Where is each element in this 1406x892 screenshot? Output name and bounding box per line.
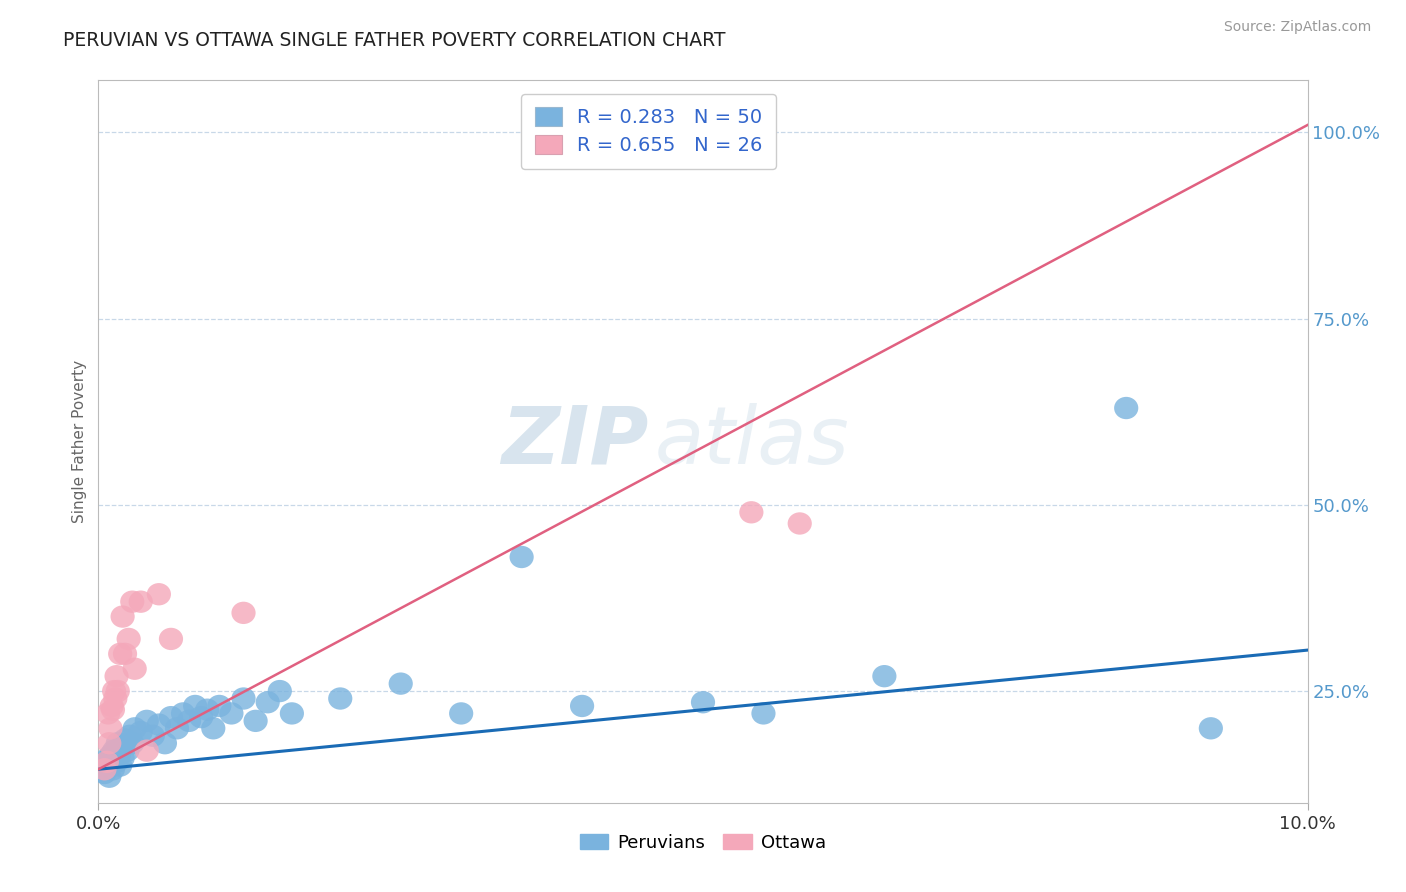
Ellipse shape — [141, 724, 165, 747]
Ellipse shape — [509, 546, 534, 568]
Ellipse shape — [135, 739, 159, 762]
Ellipse shape — [101, 698, 125, 721]
Text: atlas: atlas — [655, 402, 849, 481]
Ellipse shape — [94, 751, 120, 773]
Ellipse shape — [183, 695, 207, 717]
Ellipse shape — [449, 702, 474, 724]
Ellipse shape — [190, 706, 214, 728]
Ellipse shape — [103, 739, 127, 762]
Ellipse shape — [93, 758, 117, 780]
Ellipse shape — [267, 680, 292, 702]
Ellipse shape — [280, 702, 304, 724]
Ellipse shape — [666, 144, 690, 166]
Ellipse shape — [146, 583, 172, 606]
Ellipse shape — [117, 628, 141, 650]
Ellipse shape — [690, 691, 716, 714]
Ellipse shape — [112, 728, 138, 751]
Ellipse shape — [207, 695, 232, 717]
Ellipse shape — [96, 702, 120, 724]
Ellipse shape — [219, 702, 243, 724]
Ellipse shape — [388, 673, 413, 695]
Ellipse shape — [108, 755, 132, 777]
Ellipse shape — [103, 747, 128, 769]
Ellipse shape — [98, 755, 122, 777]
Ellipse shape — [201, 717, 225, 739]
Ellipse shape — [1114, 397, 1139, 419]
Ellipse shape — [103, 688, 128, 710]
Ellipse shape — [120, 591, 145, 613]
Ellipse shape — [243, 710, 267, 732]
Ellipse shape — [97, 765, 121, 788]
Ellipse shape — [115, 739, 139, 762]
Ellipse shape — [120, 732, 145, 755]
Ellipse shape — [111, 606, 135, 628]
Ellipse shape — [97, 732, 121, 755]
Ellipse shape — [751, 702, 776, 724]
Ellipse shape — [195, 698, 219, 721]
Ellipse shape — [118, 724, 142, 747]
Ellipse shape — [569, 695, 595, 717]
Text: ZIP: ZIP — [501, 402, 648, 481]
Ellipse shape — [100, 743, 124, 765]
Ellipse shape — [105, 680, 129, 702]
Ellipse shape — [98, 717, 122, 739]
Ellipse shape — [1199, 717, 1223, 739]
Ellipse shape — [787, 512, 811, 534]
Ellipse shape — [232, 602, 256, 624]
Ellipse shape — [103, 680, 127, 702]
Ellipse shape — [122, 657, 146, 680]
Y-axis label: Single Father Poverty: Single Father Poverty — [72, 360, 87, 523]
Ellipse shape — [110, 736, 134, 758]
Ellipse shape — [108, 642, 132, 665]
Ellipse shape — [172, 702, 195, 724]
Legend: Peruvians, Ottawa: Peruvians, Ottawa — [572, 826, 834, 859]
Ellipse shape — [104, 665, 129, 688]
Ellipse shape — [105, 732, 129, 755]
Ellipse shape — [534, 144, 558, 166]
Ellipse shape — [177, 710, 201, 732]
Ellipse shape — [104, 751, 129, 773]
Ellipse shape — [129, 591, 153, 613]
Text: PERUVIAN VS OTTAWA SINGLE FATHER POVERTY CORRELATION CHART: PERUVIAN VS OTTAWA SINGLE FATHER POVERTY… — [63, 31, 725, 50]
Ellipse shape — [100, 695, 124, 717]
Ellipse shape — [122, 717, 146, 739]
Ellipse shape — [256, 691, 280, 714]
Ellipse shape — [740, 501, 763, 524]
Ellipse shape — [232, 688, 256, 710]
Ellipse shape — [96, 747, 120, 769]
Ellipse shape — [153, 732, 177, 755]
Ellipse shape — [93, 762, 117, 784]
Ellipse shape — [111, 747, 135, 769]
Ellipse shape — [328, 688, 353, 710]
Ellipse shape — [165, 717, 190, 739]
Ellipse shape — [101, 758, 125, 780]
Text: Source: ZipAtlas.com: Source: ZipAtlas.com — [1223, 20, 1371, 34]
Ellipse shape — [94, 751, 120, 773]
Ellipse shape — [146, 714, 172, 736]
Ellipse shape — [112, 642, 138, 665]
Ellipse shape — [159, 706, 183, 728]
Ellipse shape — [135, 710, 159, 732]
Ellipse shape — [129, 721, 153, 743]
Ellipse shape — [107, 743, 131, 765]
Ellipse shape — [872, 665, 897, 688]
Ellipse shape — [159, 628, 183, 650]
